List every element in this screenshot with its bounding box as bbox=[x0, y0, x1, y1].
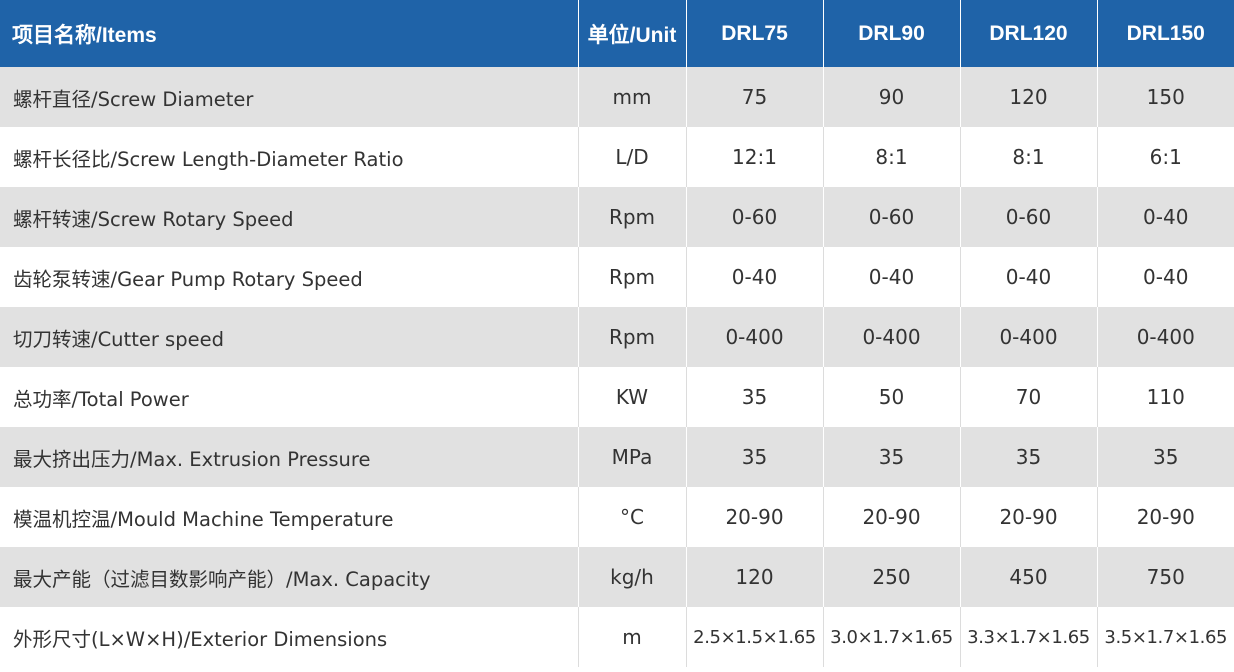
item-cell: 最大产能（过滤目数影响产能）/Max. Capacity bbox=[0, 547, 579, 607]
value-cell: 3.5×1.7×1.65 bbox=[1097, 607, 1234, 667]
value-cell: 0-40 bbox=[1097, 187, 1234, 247]
value-cell: 120 bbox=[960, 67, 1098, 127]
value-cell: 0-40 bbox=[960, 247, 1098, 307]
value-cell: 250 bbox=[823, 547, 961, 607]
item-cell: 切刀转速/Cutter speed bbox=[0, 307, 579, 367]
value-cell: 75 bbox=[686, 67, 824, 127]
unit-cell: mm bbox=[578, 67, 687, 127]
unit-cell: L/D bbox=[578, 127, 687, 187]
value-cell: 20-90 bbox=[960, 487, 1098, 547]
value-cell: 0-60 bbox=[686, 187, 824, 247]
value-cell: 110 bbox=[1097, 367, 1234, 427]
header-model-drl120: DRL120 bbox=[960, 0, 1098, 67]
value-cell: 0-400 bbox=[1097, 307, 1234, 367]
value-cell: 0-40 bbox=[823, 247, 961, 307]
header-model-drl150: DRL150 bbox=[1097, 0, 1234, 67]
value-cell: 50 bbox=[823, 367, 961, 427]
unit-cell: °C bbox=[578, 487, 687, 547]
value-cell: 0-40 bbox=[686, 247, 824, 307]
table-row: 最大产能（过滤目数影响产能）/Max. Capacity kg/h 120 25… bbox=[0, 547, 1234, 607]
value-cell: 8:1 bbox=[960, 127, 1098, 187]
value-cell: 0-400 bbox=[823, 307, 961, 367]
value-cell: 120 bbox=[686, 547, 824, 607]
value-cell: 0-40 bbox=[1097, 247, 1234, 307]
item-cell: 螺杆转速/Screw Rotary Speed bbox=[0, 187, 579, 247]
value-cell: 750 bbox=[1097, 547, 1234, 607]
table-row: 模温机控温/Mould Machine Temperature °C 20-90… bbox=[0, 487, 1234, 547]
value-cell: 35 bbox=[1097, 427, 1234, 487]
header-item: 项目名称/Items bbox=[0, 0, 579, 67]
value-cell: 35 bbox=[823, 427, 961, 487]
value-cell: 0-400 bbox=[960, 307, 1098, 367]
value-cell: 0-60 bbox=[823, 187, 961, 247]
header-unit: 单位/Unit bbox=[578, 0, 687, 67]
value-cell: 90 bbox=[823, 67, 961, 127]
table-row: 最大挤出压力/Max. Extrusion Pressure MPa 35 35… bbox=[0, 427, 1234, 487]
value-cell: 450 bbox=[960, 547, 1098, 607]
value-cell: 3.3×1.7×1.65 bbox=[960, 607, 1098, 667]
value-cell: 35 bbox=[686, 367, 824, 427]
value-cell: 0-400 bbox=[686, 307, 824, 367]
unit-cell: KW bbox=[578, 367, 687, 427]
value-cell: 8:1 bbox=[823, 127, 961, 187]
value-cell: 12:1 bbox=[686, 127, 824, 187]
table-row: 总功率/Total Power KW 35 50 70 110 bbox=[0, 367, 1234, 427]
item-cell: 螺杆长径比/Screw Length-Diameter Ratio bbox=[0, 127, 579, 187]
table-row: 螺杆转速/Screw Rotary Speed Rpm 0-60 0-60 0-… bbox=[0, 187, 1234, 247]
table-row: 齿轮泵转速/Gear Pump Rotary Speed Rpm 0-40 0-… bbox=[0, 247, 1234, 307]
item-cell: 模温机控温/Mould Machine Temperature bbox=[0, 487, 579, 547]
header-model-drl75: DRL75 bbox=[686, 0, 824, 67]
header-model-drl90: DRL90 bbox=[823, 0, 961, 67]
unit-cell: Rpm bbox=[578, 187, 687, 247]
value-cell: 35 bbox=[960, 427, 1098, 487]
value-cell: 20-90 bbox=[1097, 487, 1234, 547]
item-cell: 齿轮泵转速/Gear Pump Rotary Speed bbox=[0, 247, 579, 307]
value-cell: 20-90 bbox=[823, 487, 961, 547]
table-row: 外形尺寸(L×W×H)/Exterior Dimensions m 2.5×1.… bbox=[0, 607, 1234, 667]
header-row: 项目名称/Items 单位/Unit DRL75 DRL90 DRL120 DR… bbox=[0, 0, 1234, 67]
item-cell: 外形尺寸(L×W×H)/Exterior Dimensions bbox=[0, 607, 579, 667]
value-cell: 2.5×1.5×1.65 bbox=[686, 607, 824, 667]
value-cell: 150 bbox=[1097, 67, 1234, 127]
unit-cell: Rpm bbox=[578, 307, 687, 367]
table-row: 螺杆直径/Screw Diameter mm 75 90 120 150 bbox=[0, 67, 1234, 127]
item-cell: 螺杆直径/Screw Diameter bbox=[0, 67, 579, 127]
unit-cell: m bbox=[578, 607, 687, 667]
value-cell: 70 bbox=[960, 367, 1098, 427]
value-cell: 20-90 bbox=[686, 487, 824, 547]
value-cell: 3.0×1.7×1.65 bbox=[823, 607, 961, 667]
value-cell: 35 bbox=[686, 427, 824, 487]
item-cell: 最大挤出压力/Max. Extrusion Pressure bbox=[0, 427, 579, 487]
unit-cell: MPa bbox=[578, 427, 687, 487]
unit-cell: kg/h bbox=[578, 547, 687, 607]
item-cell: 总功率/Total Power bbox=[0, 367, 579, 427]
table-row: 螺杆长径比/Screw Length-Diameter Ratio L/D 12… bbox=[0, 127, 1234, 187]
value-cell: 0-60 bbox=[960, 187, 1098, 247]
unit-cell: Rpm bbox=[578, 247, 687, 307]
value-cell: 6:1 bbox=[1097, 127, 1234, 187]
table-row: 切刀转速/Cutter speed Rpm 0-400 0-400 0-400 … bbox=[0, 307, 1234, 367]
